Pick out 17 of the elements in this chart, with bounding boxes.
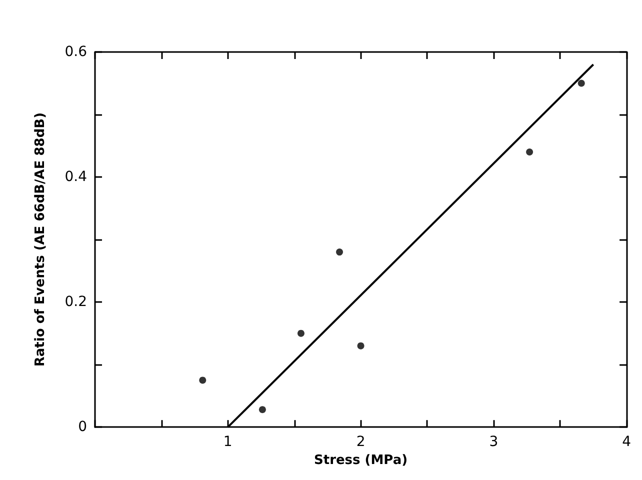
point bbox=[199, 376, 206, 384]
point bbox=[526, 148, 534, 156]
x-axis-title: Stress (MPa) bbox=[314, 453, 408, 468]
point bbox=[297, 330, 304, 337]
point bbox=[258, 406, 266, 414]
y-tick-label: 0.6 bbox=[64, 44, 88, 60]
point bbox=[357, 342, 364, 350]
x-tick-label: 1 bbox=[223, 434, 232, 450]
y-axis-title: Ratio of Events (AE 66dB/AE 88dB) bbox=[33, 112, 48, 367]
point bbox=[336, 248, 344, 256]
point bbox=[578, 80, 585, 87]
x-tick-label: 4 bbox=[622, 434, 632, 450]
x-tick-label: 3 bbox=[489, 434, 498, 450]
y-tick-label: 0.2 bbox=[64, 294, 87, 310]
y-tick-label: 0 bbox=[78, 419, 87, 436]
x-tick-label: 2 bbox=[356, 434, 366, 450]
y-tick-label: 0.4 bbox=[64, 169, 88, 186]
